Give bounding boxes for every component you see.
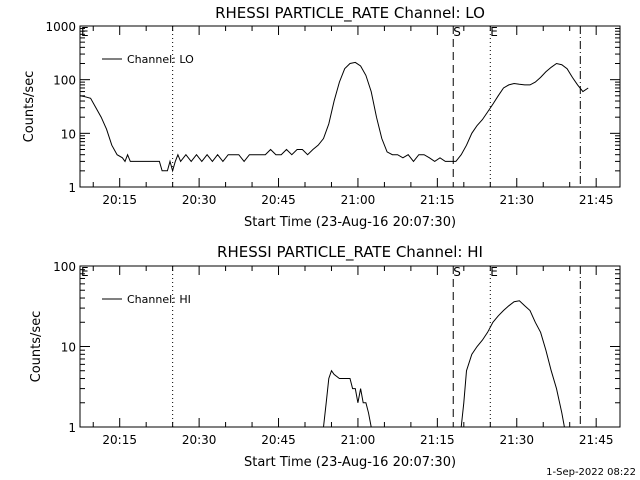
panel-1-ytick-label: 100	[53, 74, 76, 88]
footer-timestamp: 1-Sep-2022 08:22	[546, 467, 636, 478]
panel-2-event-marker-label: S	[453, 265, 461, 279]
panel-1-xlabel: Start Time (23-Aug-16 20:07:30)	[244, 215, 456, 230]
panel-2-series-line	[323, 369, 372, 427]
panel-2-event-marker-label: E	[81, 265, 89, 279]
panel-1-event-marker-label: S	[453, 25, 461, 39]
panel-2-xtick-label: 21:30	[499, 433, 534, 447]
panel-2-xtick-label: 20:15	[102, 433, 137, 447]
panel-2-xlabel: Start Time (23-Aug-16 20:07:30)	[244, 455, 456, 470]
panel-2-series-line	[460, 300, 565, 427]
panel-1-legend-label: Channel: LO	[127, 53, 194, 66]
panel-1-xtick-label: 21:00	[341, 193, 376, 207]
panel-1-xtick-label: 21:45	[579, 193, 614, 207]
panel-2-title: RHESSI PARTICLE_RATE Channel: HI	[217, 243, 483, 262]
panel-2-legend-label: Channel: HI	[127, 293, 191, 306]
panel-2-ytick-label: 1	[68, 421, 76, 435]
panel-2-event-marker-label: E	[490, 265, 498, 279]
panel-2-ytick-label: 10	[61, 341, 76, 355]
panel-2-xtick-label: 21:45	[579, 433, 614, 447]
panel-1-xtick-label: 20:45	[261, 193, 296, 207]
panel-1-xtick-label: 21:30	[499, 193, 534, 207]
panel-2-xtick-label: 20:30	[182, 433, 217, 447]
panel-2-ytick-label: 100	[53, 260, 76, 274]
panel-1-event-marker-label: E	[490, 25, 498, 39]
panel-1-xtick-label: 20:15	[102, 193, 137, 207]
panel-2-xtick-label: 21:15	[420, 433, 455, 447]
panel-1-ytick-label: 10	[61, 127, 76, 141]
panel-1-plot-frame	[79, 25, 621, 188]
panel-2-ylabel: Counts/sec	[29, 311, 44, 383]
panel-2-xtick-label: 21:00	[341, 433, 376, 447]
panel-1-title: RHESSI PARTICLE_RATE Channel: LO	[215, 4, 485, 23]
panel-1-series-line	[80, 61, 589, 173]
panel-1-ylabel: Counts/sec	[22, 71, 37, 143]
panel-1-xtick-label: 21:15	[420, 193, 455, 207]
panel-2-plot-frame	[79, 265, 621, 428]
panel-1-event-marker-label: E	[81, 25, 89, 39]
panel-1-ytick-label: 1	[68, 181, 76, 195]
panel-1-ytick-label: 1000	[45, 20, 76, 34]
panel-2-xtick-label: 20:45	[261, 433, 296, 447]
panel-1-xtick-label: 20:30	[182, 193, 217, 207]
